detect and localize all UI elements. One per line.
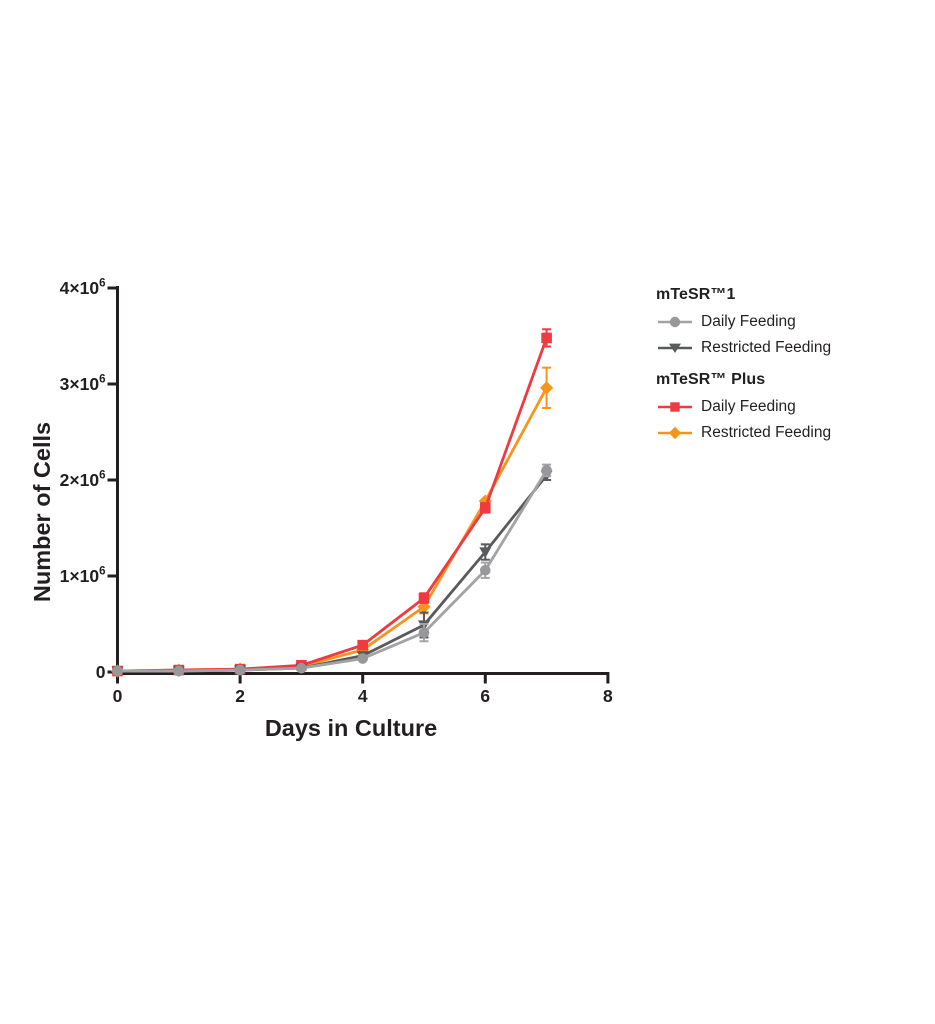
y-axis-title: Number of Cells <box>29 422 55 602</box>
circle-marker-icon <box>658 316 692 328</box>
legend-item-plus-daily: Daily Feeding <box>656 394 906 420</box>
legend-group-mtesr-plus: mTeSR™ Plus Daily Feeding Restricted Fee… <box>656 369 906 446</box>
svg-text:0: 0 <box>96 662 106 682</box>
legend-item-mtesr1-restricted: Restricted Feeding <box>656 335 906 361</box>
svg-text:1×106: 1×106 <box>60 566 106 587</box>
triangle-down-marker-icon <box>658 343 692 353</box>
svg-text:2×106: 2×106 <box>60 470 106 491</box>
x-axis-title: Days in Culture <box>265 715 437 741</box>
legend: mTeSR™1 Daily Feeding Restricted Feeding… <box>656 284 906 446</box>
legend-item-label: Daily Feeding <box>701 313 796 330</box>
legend-item-label: Restricted Feeding <box>701 339 832 356</box>
svg-text:2: 2 <box>235 686 245 706</box>
square-marker-icon <box>658 402 692 412</box>
svg-text:3×106: 3×106 <box>60 374 106 395</box>
legend-group-title: mTeSR™ Plus <box>656 371 766 388</box>
chart-plot-area: 0 1×106 2×106 3×106 4×106 0 2 4 6 8 <box>60 278 613 707</box>
legend-item-label: Restricted Feeding <box>701 424 832 441</box>
svg-text:4: 4 <box>358 686 368 706</box>
svg-text:8: 8 <box>603 686 613 706</box>
diamond-marker-icon <box>658 426 692 440</box>
legend-item-label: Daily Feeding <box>701 398 796 415</box>
legend-group-mtesr1: mTeSR™1 Daily Feeding Restricted Feeding <box>656 284 906 361</box>
svg-text:0: 0 <box>113 686 123 706</box>
svg-text:6: 6 <box>480 686 490 706</box>
svg-text:4×106: 4×106 <box>60 278 106 299</box>
legend-item-mtesr1-daily: Daily Feeding <box>656 309 906 335</box>
legend-group-title: mTeSR™1 <box>656 286 736 303</box>
legend-item-plus-restricted: Restricted Feeding <box>656 420 906 446</box>
